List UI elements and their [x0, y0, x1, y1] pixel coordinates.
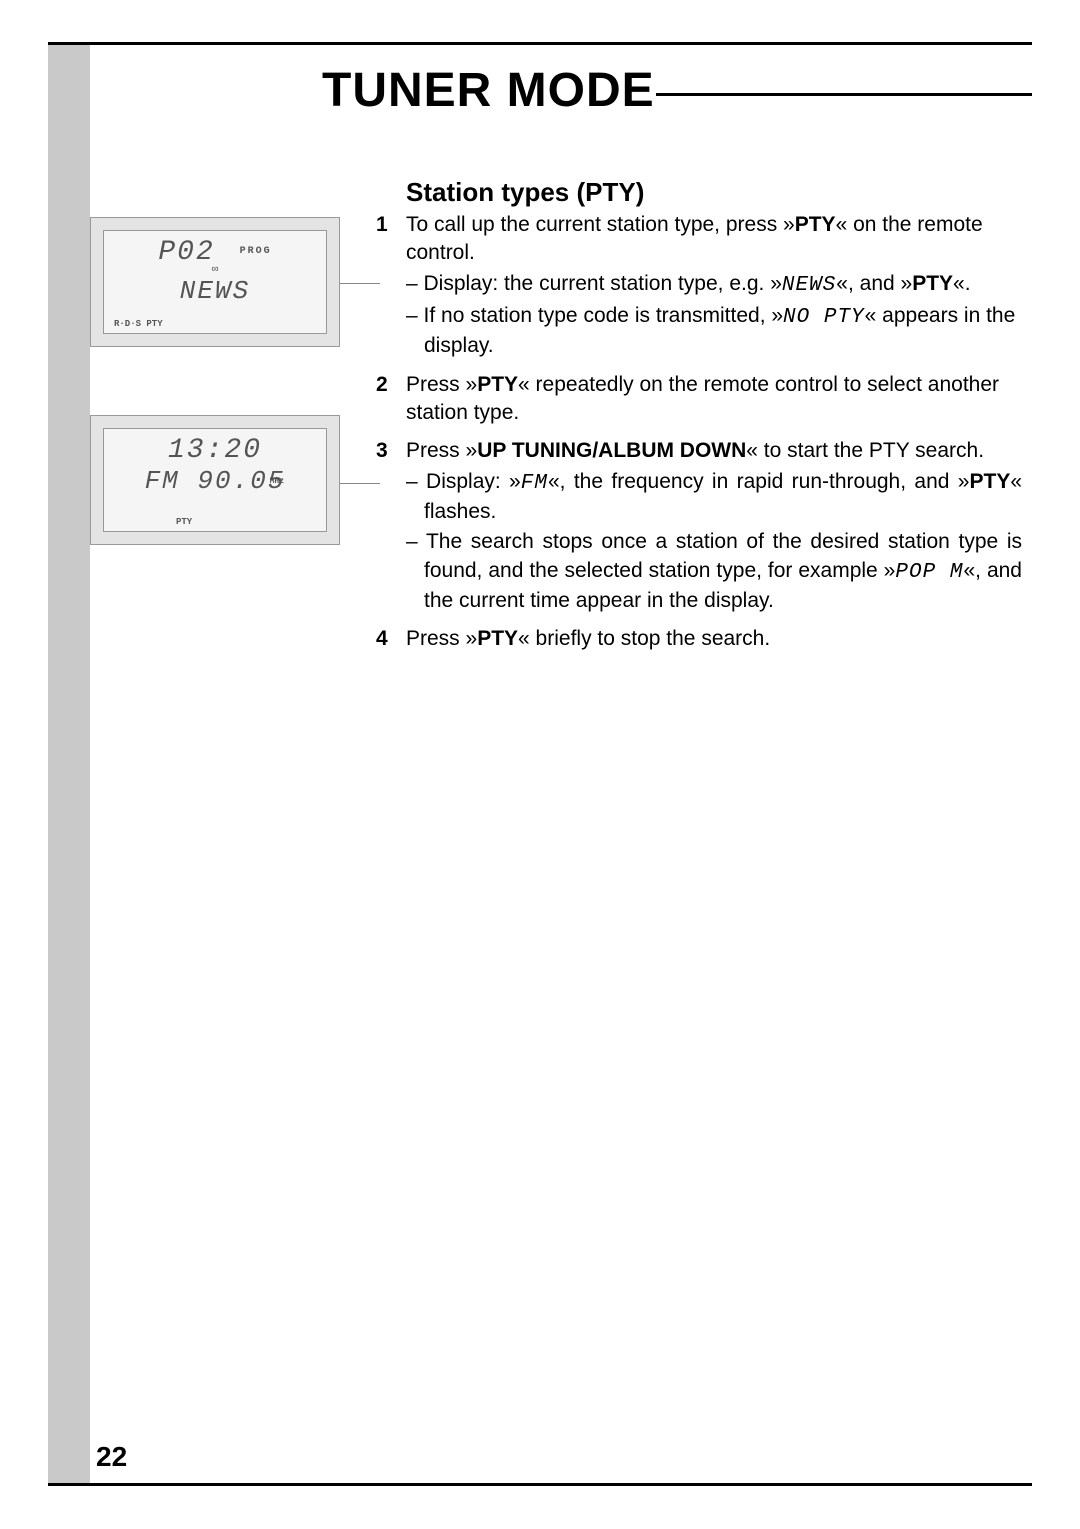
- lcd-display-2: 13:20 MHz FM 90.05 PTY: [90, 415, 340, 545]
- sidebar-strip: [48, 45, 90, 1483]
- step-3: 3 Press »UP TUNING/ALBUM DOWN« to start …: [376, 437, 1022, 615]
- section-subheading: Station types (PTY): [406, 177, 644, 208]
- lcd-prog-indicator: PROG: [240, 246, 272, 257]
- display-value: FM: [521, 472, 548, 495]
- lcd-text: NEWS: [114, 276, 316, 306]
- sub-item: – Display: »FM«, the frequency in rapid …: [406, 468, 1022, 527]
- sub-item: – If no station type code is transmitted…: [406, 302, 1022, 361]
- button-ref: PTY: [912, 272, 953, 295]
- step-1: 1 To call up the current station type, p…: [376, 211, 1022, 361]
- step-number: 1: [376, 211, 406, 361]
- display-value: NO PTY: [783, 306, 865, 329]
- step-body: Press »PTY« repeatedly on the remote con…: [406, 371, 1022, 428]
- step-4: 4 Press »PTY« briefly to stop the search…: [376, 625, 1022, 653]
- text: – Display: the current station type, e.g…: [406, 272, 782, 295]
- display-value: NEWS: [782, 274, 836, 297]
- step-body: Press »UP TUNING/ALBUM DOWN« to start th…: [406, 437, 1022, 615]
- button-ref: UP TUNING/ALBUM DOWN: [477, 439, 746, 462]
- heading-rule: [656, 93, 1032, 96]
- button-ref: PTY: [795, 213, 836, 236]
- step-number: 3: [376, 437, 406, 615]
- step-body: To call up the current station type, pre…: [406, 211, 1022, 361]
- text: Press »: [406, 627, 477, 650]
- text: « to start the PTY search.: [746, 439, 984, 462]
- lcd-indicators: R·D·S PTY: [114, 319, 163, 329]
- lcd-outer: P02 PROG ∞ NEWS R·D·S PTY: [90, 217, 340, 347]
- step-body: Press »PTY« briefly to stop the search.: [406, 625, 1022, 653]
- display-value: POP M: [895, 561, 963, 584]
- step-number: 4: [376, 625, 406, 653]
- lcd-freq: FM 90.05: [114, 466, 316, 496]
- page-heading: TUNER MODE: [322, 63, 655, 118]
- text: «, the frequency in rapid run-through, a…: [548, 470, 970, 493]
- connector-line-2: [340, 483, 380, 484]
- lcd-display-1: P02 PROG ∞ NEWS R·D·S PTY: [90, 217, 340, 347]
- button-ref: PTY: [969, 470, 1010, 493]
- text: – If no station type code is transmitted…: [406, 304, 783, 327]
- sub-item: – The search stops once a station of the…: [406, 528, 1022, 615]
- lcd-mhz-label: MHz: [270, 477, 284, 486]
- page: TUNER MODE Station types (PTY) P02 PROG …: [48, 42, 1032, 1486]
- lcd-pty-indicator: PTY: [176, 517, 192, 527]
- lcd-inner: P02 PROG ∞ NEWS R·D·S PTY: [103, 230, 327, 334]
- page-number: 22: [96, 1441, 127, 1473]
- text: Press »: [406, 439, 477, 462]
- lcd-stereo-icon: ∞: [114, 264, 316, 276]
- step-2: 2 Press »PTY« repeatedly on the remote c…: [376, 371, 1022, 428]
- lcd-preset: P02: [158, 237, 214, 268]
- connector-line-1: [340, 283, 380, 284]
- text: – Display: »: [406, 470, 521, 493]
- lcd-inner: 13:20 MHz FM 90.05 PTY: [103, 428, 327, 532]
- step-number: 2: [376, 371, 406, 428]
- text: « briefly to stop the search.: [518, 627, 770, 650]
- sub-item: – Display: the current station type, e.g…: [406, 270, 1022, 300]
- text: To call up the current station type, pre…: [406, 213, 795, 236]
- text: «, and »: [836, 272, 912, 295]
- text: «.: [953, 272, 971, 295]
- lcd-outer: 13:20 MHz FM 90.05 PTY: [90, 415, 340, 545]
- button-ref: PTY: [477, 627, 518, 650]
- content-body: 1 To call up the current station type, p…: [376, 211, 1022, 664]
- text: Press »: [406, 373, 477, 396]
- lcd-time: 13:20: [114, 435, 316, 466]
- button-ref: PTY: [477, 373, 518, 396]
